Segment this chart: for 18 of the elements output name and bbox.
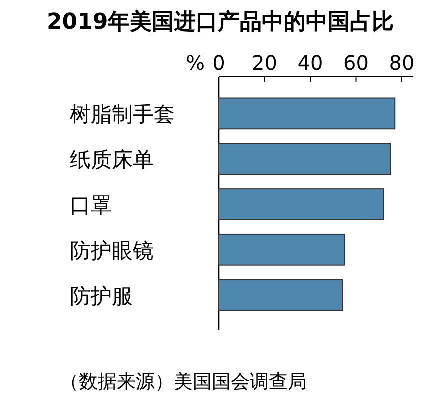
x-tick-label: 20 bbox=[252, 51, 278, 75]
y-tick-label: 防护服 bbox=[70, 284, 133, 308]
y-tick-label: 防护眼镜 bbox=[70, 238, 154, 263]
bar bbox=[218, 143, 392, 176]
bar bbox=[218, 98, 396, 130]
x-axis-title: % bbox=[186, 51, 205, 75]
y-tick-label: 口罩 bbox=[70, 194, 112, 218]
x-tick-label: 40 bbox=[298, 51, 324, 75]
y-tick-label: 纸质床单 bbox=[70, 148, 154, 172]
title: 2019年美国进口产品中的中国占比 bbox=[47, 10, 394, 35]
bar bbox=[218, 279, 344, 312]
text: （数据来源）美国国会调查局 bbox=[60, 371, 307, 393]
bar bbox=[218, 234, 346, 266]
bar bbox=[218, 188, 384, 220]
x-tick-label: 0 bbox=[212, 51, 226, 75]
y-tick-label: 树脂制手套 bbox=[70, 102, 175, 127]
x-tick-label: 60 bbox=[344, 51, 369, 75]
x-tick-label: 80 bbox=[389, 51, 415, 75]
